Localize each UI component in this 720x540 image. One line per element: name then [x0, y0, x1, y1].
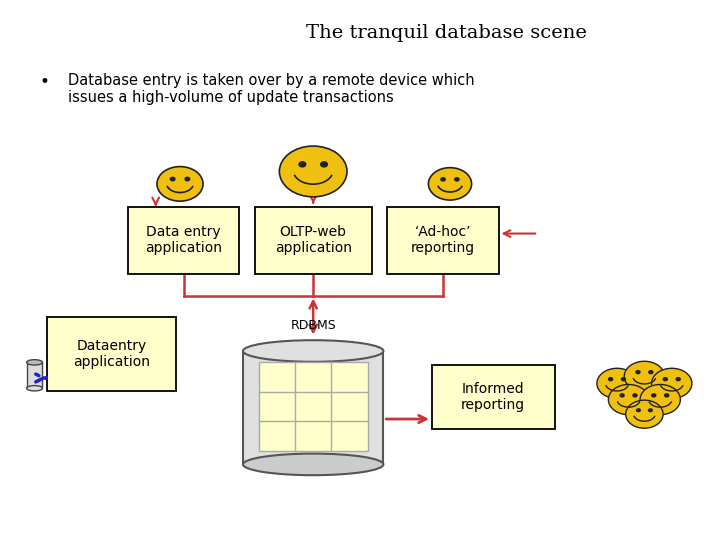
- Bar: [432, 365, 554, 429]
- Bar: [387, 206, 498, 274]
- Text: Informed
reporting: Informed reporting: [461, 382, 526, 412]
- Circle shape: [621, 377, 626, 381]
- Circle shape: [157, 166, 203, 201]
- Bar: [255, 206, 372, 274]
- Bar: [259, 362, 367, 451]
- Circle shape: [624, 361, 665, 392]
- Bar: [27, 362, 42, 388]
- Text: •: •: [40, 73, 50, 91]
- Text: Database entry is taken over by a remote device which
issues a high-volume of up: Database entry is taken over by a remote…: [68, 73, 475, 105]
- Text: OLTP-web
application: OLTP-web application: [275, 225, 351, 255]
- Ellipse shape: [243, 454, 383, 475]
- Circle shape: [171, 177, 175, 181]
- Circle shape: [597, 368, 637, 399]
- Circle shape: [652, 394, 656, 397]
- Bar: [48, 316, 176, 391]
- Ellipse shape: [27, 360, 42, 365]
- Circle shape: [626, 400, 663, 428]
- Ellipse shape: [243, 340, 383, 362]
- Circle shape: [633, 394, 637, 397]
- Circle shape: [455, 178, 459, 181]
- Text: Dataentry
application: Dataentry application: [73, 339, 150, 369]
- Circle shape: [185, 177, 189, 181]
- Circle shape: [441, 178, 445, 181]
- Text: ‘Ad-hoc’
reporting: ‘Ad-hoc’ reporting: [410, 225, 475, 255]
- Circle shape: [663, 377, 667, 381]
- Circle shape: [640, 384, 680, 415]
- Circle shape: [320, 162, 328, 167]
- Circle shape: [636, 370, 640, 374]
- Text: The tranquil database scene: The tranquil database scene: [306, 24, 587, 42]
- Circle shape: [279, 146, 347, 197]
- Circle shape: [636, 409, 640, 411]
- Circle shape: [649, 370, 653, 374]
- Circle shape: [676, 377, 680, 381]
- Circle shape: [608, 377, 613, 381]
- Bar: [128, 206, 240, 274]
- Ellipse shape: [27, 386, 42, 391]
- Bar: [243, 351, 383, 464]
- Circle shape: [428, 167, 472, 200]
- Text: Data entry
application: Data entry application: [145, 225, 222, 255]
- Circle shape: [649, 409, 652, 411]
- Circle shape: [652, 368, 692, 399]
- Circle shape: [299, 162, 306, 167]
- Text: RDBMS: RDBMS: [290, 319, 336, 332]
- Circle shape: [620, 394, 624, 397]
- Circle shape: [608, 384, 649, 415]
- Circle shape: [665, 394, 669, 397]
